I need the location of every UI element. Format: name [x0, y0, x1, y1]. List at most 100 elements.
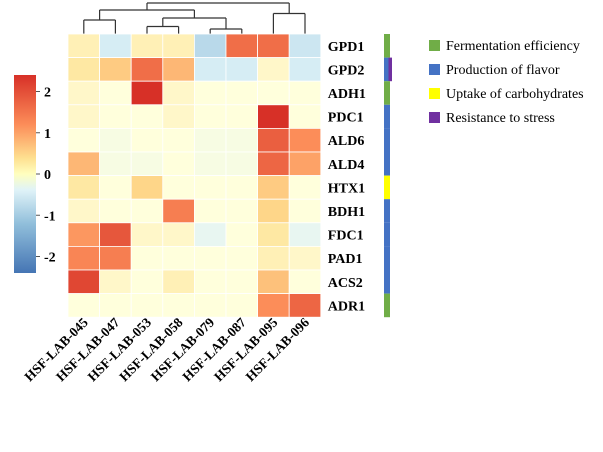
heatmap-cell-adh1-6: [225, 80, 259, 106]
color-scale-ticks: 2 1 0 -1 -2: [36, 86, 56, 266]
legend-swatch-4: [429, 112, 440, 123]
color-scale-gradient: [14, 75, 36, 273]
heatmap-cell-htx1-6: [225, 175, 259, 200]
heatmap-cell-adr1-6: [225, 293, 259, 318]
legend-label-2: Production of flavor: [446, 63, 560, 78]
heatmap-cell-fdc1-1: [67, 222, 101, 247]
heatmap-cell-adh1-1: [67, 80, 101, 106]
category-mark-ald4: [384, 152, 390, 176]
legend-label-3: Uptake of carbohydrates: [446, 87, 584, 102]
row-label-ald6: ALD6: [328, 134, 365, 149]
heatmap-cell-adh1-7: [257, 80, 290, 106]
heatmap-cell-pad1-2: [99, 245, 132, 271]
heatmap-cell-adh1-2: [99, 80, 132, 106]
heatmap-cell-acs2-5: [193, 269, 227, 295]
row-label-pad1: PAD1: [328, 252, 363, 267]
heatmap-cell-adh1-3: [130, 80, 164, 106]
heatmap-cell-adr1-2: [99, 293, 132, 318]
heatmap-cell-acs2-2: [99, 269, 132, 295]
row-label-bdh1: BDH1: [328, 205, 365, 220]
heatmap-cell-gpd1-8: [288, 33, 322, 59]
category-mark-secondary-gpd2: [388, 57, 392, 82]
heatmap-cell-htx1-4: [162, 175, 195, 200]
row-label-gpd2: GPD2: [328, 63, 365, 78]
heatmap-cell-pdc1-2: [99, 104, 132, 129]
heatmap-cell-ald4-8: [288, 151, 322, 177]
heatmap-cell-pad1-5: [193, 245, 227, 271]
heatmap-cell-adh1-4: [162, 80, 195, 106]
heatmap-cell-acs2-7: [257, 269, 290, 295]
heatmap-cell-gpd1-7: [257, 33, 290, 59]
color-scale-bar: [14, 75, 36, 273]
category-legend: Fermentation efficiency Production of fla…: [429, 39, 584, 126]
heatmap-cell-ald4-5: [193, 151, 227, 177]
heatmap-cell-gpd1-6: [225, 33, 259, 59]
heatmap-cell-ald4-6: [225, 151, 259, 177]
heatmap-cell-gpd2-3: [130, 57, 164, 82]
row-label-adh1: ADH1: [328, 87, 366, 102]
category-mark-acs2: [384, 270, 390, 294]
legend-swatch-2: [429, 64, 440, 75]
heatmap-cell-gpd2-7: [257, 57, 290, 82]
heatmap-cell-fdc1-7: [257, 222, 290, 247]
heatmap-cell-fdc1-5: [193, 222, 227, 247]
heatmap-cell-bdh1-8: [288, 198, 322, 224]
heatmap-cell-adh1-5: [193, 80, 227, 106]
heatmap-cell-ald4-7: [257, 151, 290, 177]
heatmap-cell-pad1-4: [162, 245, 195, 271]
heatmap-cell-pdc1-1: [67, 104, 101, 129]
color-scale-tick-label: 1: [44, 127, 51, 142]
category-mark-pdc1: [384, 104, 390, 129]
heatmap-cell-adr1-5: [193, 293, 227, 318]
column-labels: HSF-LAB-045HSF-LAB-047HSF-LAB-053HSF-LAB…: [21, 315, 312, 385]
heatmap-cell-ald6-8: [288, 127, 322, 153]
heatmap-cell-ald6-6: [225, 127, 259, 153]
heatmap-cell-pdc1-5: [193, 104, 227, 129]
heatmap-cell-bdh1-6: [225, 198, 259, 224]
heatmap-cell-acs2-4: [162, 269, 195, 295]
heatmap-cell-pad1-3: [130, 245, 164, 271]
heatmap-cell-adr1-4: [162, 293, 195, 318]
column-dendrogram: [83, 2, 306, 34]
heatmap-cell-fdc1-6: [225, 222, 259, 247]
heatmap-cell-pdc1-3: [130, 104, 164, 129]
row-label-adr1: ADR1: [328, 299, 365, 314]
category-mark-ald6: [384, 128, 390, 152]
heatmap-cell-ald4-3: [130, 151, 164, 177]
heatmap-cell-gpd2-2: [99, 57, 132, 82]
heatmap-cell-acs2-1: [67, 269, 101, 295]
category-mark-fdc1: [384, 222, 390, 247]
row-label-fdc1: FDC1: [328, 229, 364, 244]
heatmap-cell-htx1-3: [130, 175, 164, 200]
legend-label-4: Resistance to stress: [446, 111, 555, 126]
heatmap-cell-htx1-5: [193, 175, 227, 200]
heatmap-cell-pdc1-4: [162, 104, 195, 129]
heatmap-cell-fdc1-3: [130, 222, 164, 247]
heatmap-cell-adr1-3: [130, 293, 164, 318]
heatmap-cell-gpd2-5: [193, 57, 227, 82]
heatmap-cell-adh1-8: [288, 80, 322, 106]
heatmap-cell-ald4-1: [67, 151, 101, 177]
heatmap-cell-gpd2-4: [162, 57, 195, 82]
heatmap-cell-adr1-8: [288, 293, 322, 318]
heatmap-cell-ald6-2: [99, 127, 132, 153]
category-strip: [384, 34, 392, 318]
heatmap-cell-pad1-1: [67, 245, 101, 271]
heatmap-cell-bdh1-4: [162, 198, 195, 224]
heatmap-cell-acs2-6: [225, 269, 259, 295]
heatmap-cell-gpd2-1: [67, 57, 101, 82]
heatmap-cell-ald6-4: [162, 127, 195, 153]
heatmap-cell-bdh1-5: [193, 198, 227, 224]
heatmap-cell-pad1-8: [288, 245, 322, 271]
legend-swatch-1: [429, 40, 440, 51]
heatmap-cell-pdc1-7: [257, 104, 290, 129]
legend-swatch-3: [429, 88, 440, 99]
heatmap-cell-gpd2-8: [288, 57, 322, 82]
heatmap-cell-pdc1-6: [225, 104, 259, 129]
heatmap-cell-acs2-8: [288, 269, 322, 295]
heatmap-cell-htx1-2: [99, 175, 132, 200]
heatmap-cell-bdh1-1: [67, 198, 101, 224]
color-scale-tick-label: -2: [44, 251, 56, 266]
category-mark-gpd1: [384, 34, 390, 58]
